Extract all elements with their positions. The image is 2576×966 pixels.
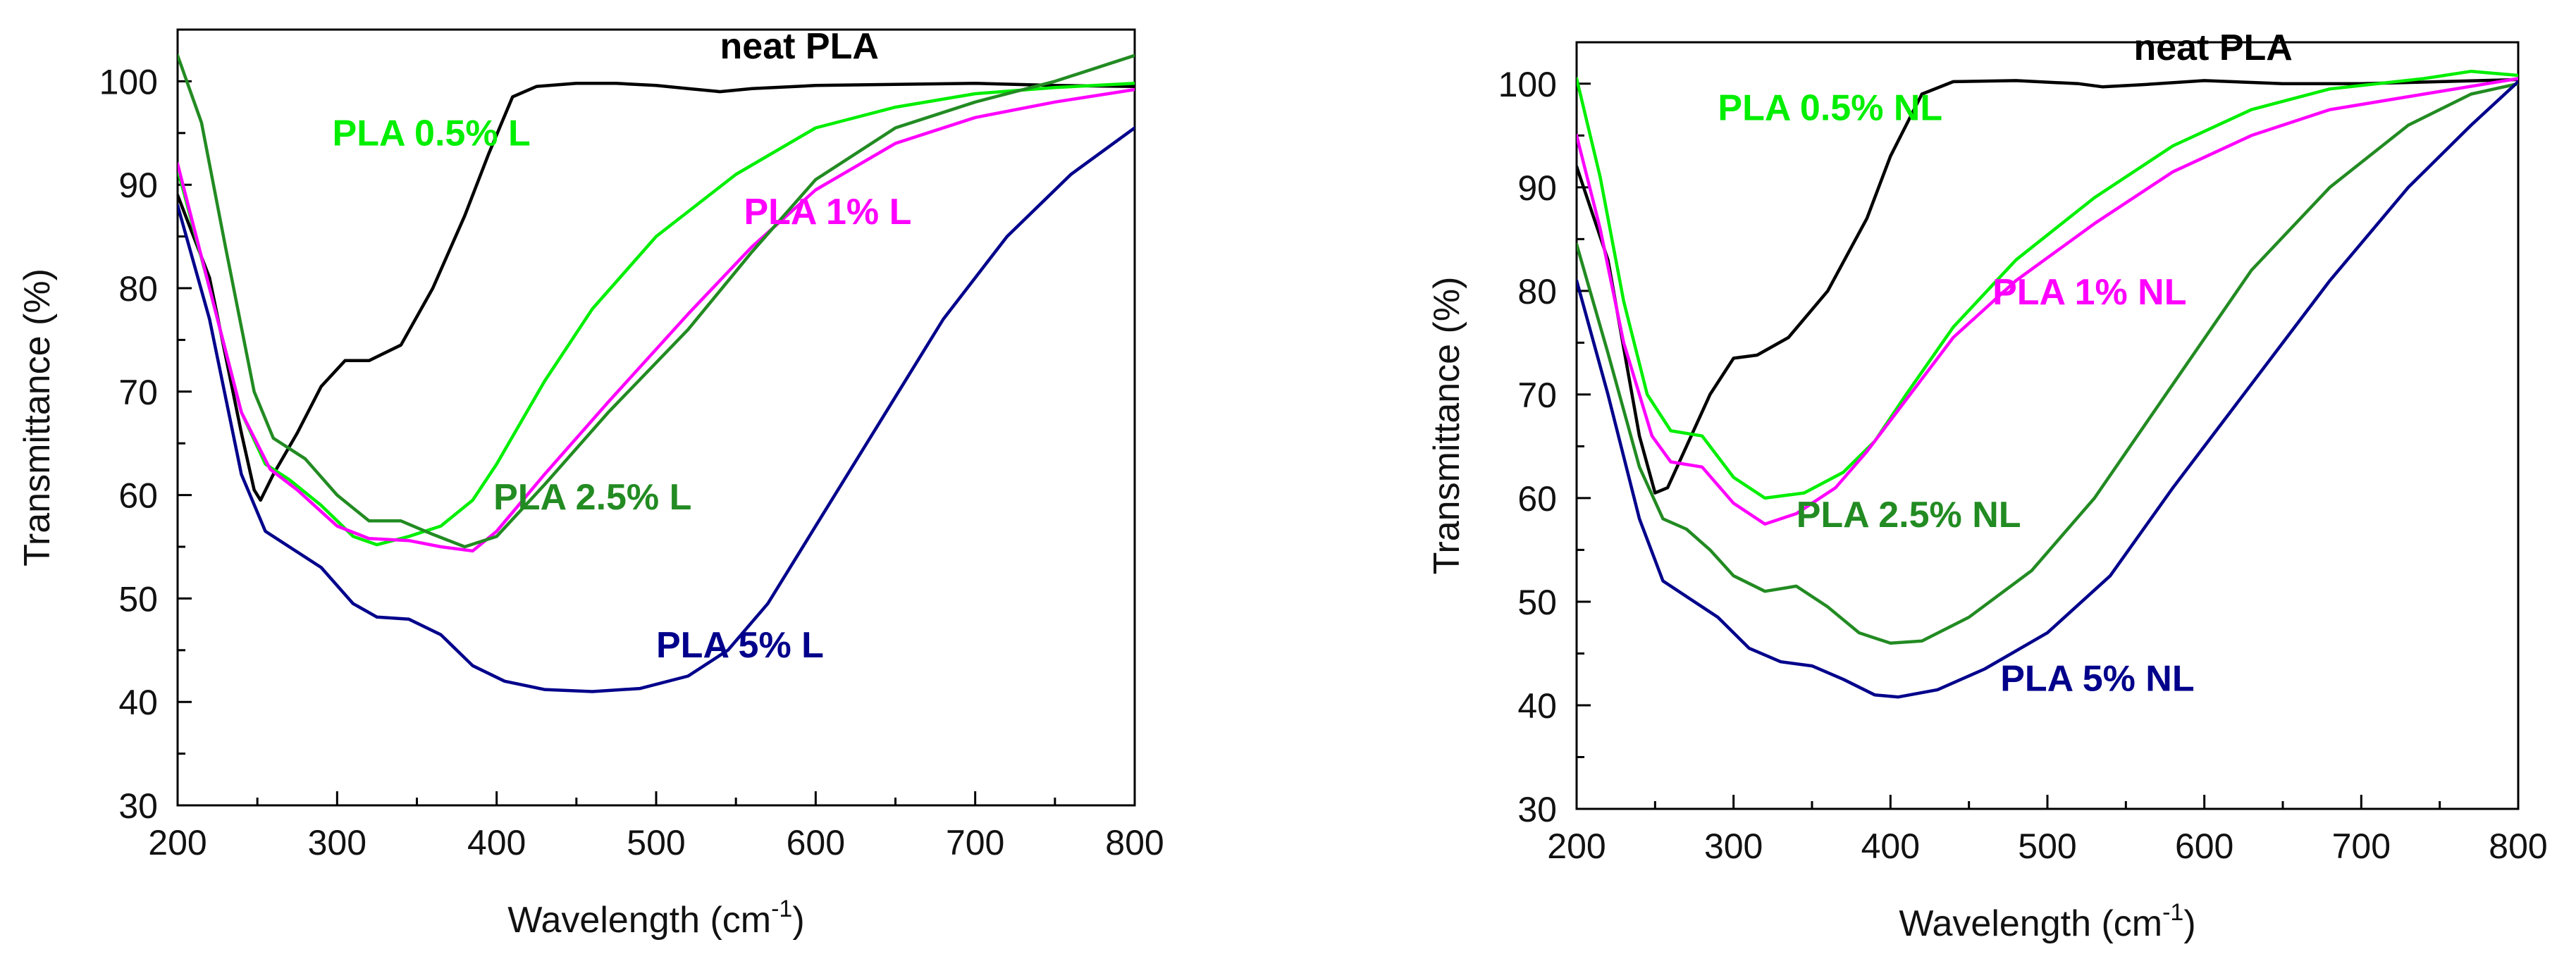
series-label-3: PLA 1% L <box>744 192 911 233</box>
x-tick-label: 400 <box>467 823 526 862</box>
x-axis-title: Wavelength (cm-1) <box>1899 899 2195 944</box>
y-tick-label: 60 <box>1517 479 1557 519</box>
series-line-3 <box>1577 77 2518 526</box>
x-tick-label: 800 <box>1105 823 1164 862</box>
y-tick-label: 80 <box>1517 272 1557 311</box>
plot-frame <box>176 28 1136 807</box>
y-tick-label: 70 <box>1517 376 1557 415</box>
series-label-1: neat PLA <box>720 26 879 67</box>
chart-panel-1: 200 300 400 500 600 700 800 30 40 50 60 70 80 90 100 Wa… <box>17 26 1164 941</box>
y-tick-label: 30 <box>1517 790 1557 829</box>
y-tick-label: 80 <box>118 269 158 309</box>
x-tick-label: 600 <box>787 823 845 862</box>
x-tick-label: 600 <box>2175 826 2233 866</box>
series-line-1 <box>1577 78 2518 495</box>
y-tick-label: 40 <box>118 683 158 722</box>
x-tick-label: 500 <box>627 823 685 862</box>
y-tick-label: 50 <box>118 579 158 619</box>
series-label-3: PLA 1% NL <box>1992 272 2186 313</box>
y-axis-title: Transmittance (%) <box>17 268 58 566</box>
y-tick-label: 100 <box>1498 65 1557 104</box>
x-tick-label: 400 <box>1861 826 1920 866</box>
y-tick-label: 40 <box>1517 686 1557 726</box>
x-tick-label: 700 <box>946 823 1004 862</box>
series-label-5: PLA 5% L <box>656 625 824 666</box>
series-label-2: PLA 0.5% L <box>333 113 531 154</box>
series-label-1: neat PLA <box>2133 27 2292 68</box>
series-line-5 <box>1577 80 2518 699</box>
series-label-2: PLA 0.5% NL <box>1718 87 1942 128</box>
y-tick-label: 100 <box>99 62 158 101</box>
series-label-4: PLA 2.5% L <box>493 477 691 518</box>
series-line-1 <box>178 82 1135 502</box>
x-tick-label: 800 <box>2489 826 2547 866</box>
x-tick-label: 200 <box>1547 826 1606 866</box>
series-line-4 <box>178 54 1135 549</box>
series-label-5: PLA 5% NL <box>2000 658 2194 699</box>
x-tick-label: 700 <box>2332 826 2391 866</box>
y-tick-label: 30 <box>118 786 158 826</box>
y-axis-title: Transmittance (%) <box>1426 277 1467 575</box>
series-line-2 <box>178 82 1135 547</box>
series-label-4: PLA 2.5% NL <box>1797 495 2021 535</box>
chart-panel-2: 200 300 400 500 600 700 800 30 40 50 60 70 80 90 100 Wa… <box>1426 27 2548 944</box>
y-tick-label: 90 <box>1517 168 1557 208</box>
x-tick-label: 200 <box>148 823 207 862</box>
x-axis-title: Wavelength (cm-1) <box>507 896 804 941</box>
y-tick-label: 90 <box>118 166 158 205</box>
y-tick-label: 70 <box>118 373 158 412</box>
series-line-5 <box>178 126 1135 693</box>
y-tick-label: 60 <box>118 476 158 516</box>
x-tick-label: 500 <box>2018 826 2076 866</box>
series-line-4 <box>1577 82 2518 645</box>
y-tick-label: 50 <box>1517 583 1557 622</box>
x-tick-label: 300 <box>1704 826 1763 866</box>
x-tick-label: 300 <box>308 823 366 862</box>
